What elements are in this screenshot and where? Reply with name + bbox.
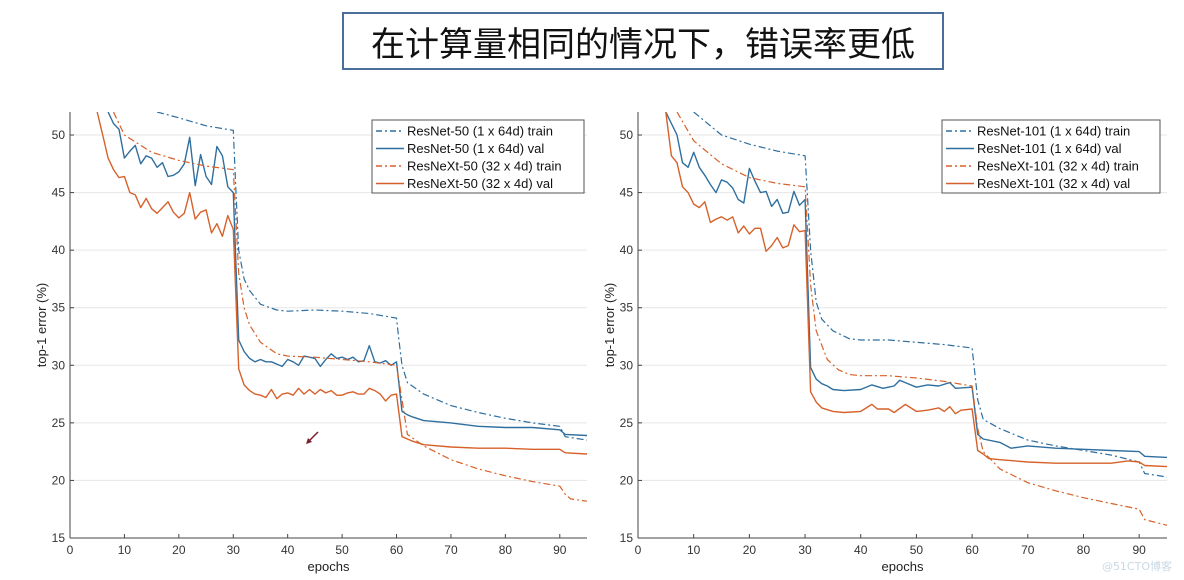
series-line-1 <box>156 112 587 441</box>
y-tick-label: 15 <box>620 531 634 545</box>
y-tick-label: 25 <box>620 416 634 430</box>
y-tick-label: 40 <box>52 243 66 257</box>
x-tick-label: 80 <box>1077 543 1091 557</box>
y-tick-label: 15 <box>52 531 66 545</box>
x-tick-label: 10 <box>687 543 701 557</box>
y-tick-label: 35 <box>52 301 66 315</box>
x-tick-label: 90 <box>553 543 567 557</box>
legend: ResNet-101 (1 x 64d) train ResNet-101 (1 … <box>941 119 1161 194</box>
y-axis-label: top-1 error (%) <box>602 283 617 368</box>
chart-panel-1: 15 20 25 30 35 40 45 50 0 10 20 30 40 50 60 70 80 90 epoch… <box>34 112 587 574</box>
x-tick-label: 60 <box>390 543 404 557</box>
x-tick-label: 20 <box>743 543 757 557</box>
x-tick-label: 40 <box>281 543 295 557</box>
slide-title: 在计算量相同的情况下，错误率更低 <box>342 12 944 70</box>
y-tick-label: 30 <box>620 358 634 372</box>
y-tick-label: 25 <box>52 416 66 430</box>
legend-label: ResNet-101 (1 x 64d) train <box>977 124 1130 139</box>
x-tick-label: 10 <box>118 543 132 557</box>
series-line-4 <box>665 112 1167 468</box>
legend-label: ResNeXt-101 (32 x 4d) val <box>977 176 1130 191</box>
x-tick-label: 40 <box>854 543 868 557</box>
y-tick-label: 20 <box>52 473 66 487</box>
watermark: @51CTO博客 <box>1101 560 1172 573</box>
legend-label: ResNet-101 (1 x 64d) val <box>977 141 1122 156</box>
x-tick-label: 0 <box>635 543 642 557</box>
x-tick-label: 60 <box>965 543 979 557</box>
y-tick-label: 50 <box>620 128 634 142</box>
x-tick-label: 20 <box>172 543 186 557</box>
series-line-4 <box>96 112 587 455</box>
y-tick-label: 50 <box>52 128 66 142</box>
legend-label: ResNeXt-101 (32 x 4d) train <box>977 159 1139 174</box>
y-tick-label: 45 <box>52 186 66 200</box>
y-axis-label: top-1 error (%) <box>34 283 49 368</box>
y-tick-label: 45 <box>620 186 634 200</box>
legend-label: ResNeXt-50 (32 x 4d) val <box>407 176 553 191</box>
x-axis-label: epochs <box>308 559 350 574</box>
chart-panel-2: 15 20 25 30 35 40 45 50 0 10 20 30 40 50 60 70 80 90 epoch… <box>602 112 1167 574</box>
legend-label: ResNeXt-50 (32 x 4d) train <box>407 159 562 174</box>
legend-label: ResNet-50 (1 x 64d) train <box>407 124 553 139</box>
x-tick-label: 50 <box>910 543 924 557</box>
x-tick-label: 70 <box>444 543 458 557</box>
series-line-2 <box>665 112 1167 459</box>
series-line-2 <box>107 112 587 437</box>
x-tick-label: 30 <box>798 543 812 557</box>
cursor-arrow-icon <box>306 431 319 444</box>
x-tick-label: 0 <box>67 543 74 557</box>
legend-label: ResNet-50 (1 x 64d) val <box>407 141 544 156</box>
legend-box <box>371 119 585 194</box>
y-tick-label: 35 <box>620 301 634 315</box>
legend: ResNet-50 (1 x 64d) train ResNet-50 (1 x … <box>371 119 585 194</box>
y-tick-label: 30 <box>52 358 66 372</box>
y-tick-label: 40 <box>620 243 634 257</box>
cursor-arrow-head <box>306 438 312 444</box>
series-line-3 <box>112 112 587 502</box>
x-tick-label: 90 <box>1132 543 1146 557</box>
x-tick-label: 80 <box>499 543 513 557</box>
legend-box <box>941 119 1161 194</box>
x-axis-label: epochs <box>882 559 924 574</box>
x-tick-label: 30 <box>227 543 241 557</box>
series-line-1 <box>693 112 1167 478</box>
x-tick-label: 50 <box>335 543 349 557</box>
y-tick-label: 20 <box>620 473 634 487</box>
x-tick-label: 70 <box>1021 543 1035 557</box>
